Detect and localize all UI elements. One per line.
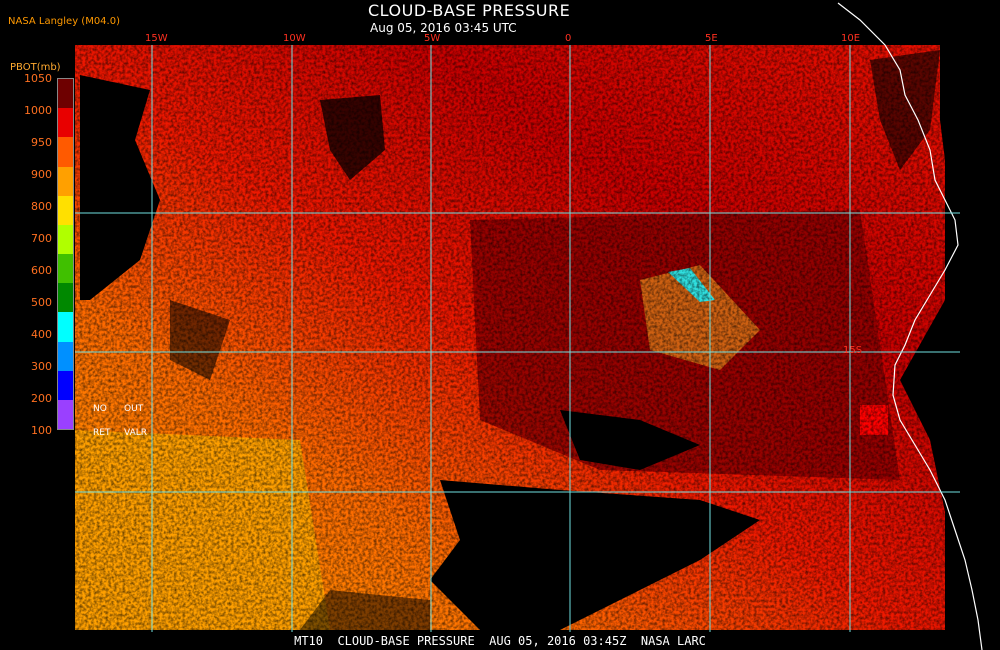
legend-tick: 1000 bbox=[24, 104, 52, 117]
map-title: CLOUD-BASE PRESSURE bbox=[368, 1, 571, 20]
lon-label-10e: 10E bbox=[841, 33, 861, 44]
legend-color-swatch bbox=[58, 108, 73, 138]
legend-tick: 100 bbox=[31, 424, 52, 437]
lat-label-15s: 15S bbox=[843, 345, 863, 356]
legend-color-swatch bbox=[58, 224, 73, 255]
legend-color-swatch bbox=[58, 283, 73, 313]
legend-color-swatch bbox=[58, 254, 73, 284]
legend-color-swatch bbox=[58, 79, 73, 109]
lon-label-5e: 5E bbox=[705, 33, 718, 44]
legend-color-swatch bbox=[58, 312, 73, 342]
legend-note-no: NO bbox=[93, 404, 107, 414]
legend-tick: 300 bbox=[31, 360, 52, 373]
legend-color-swatch bbox=[58, 341, 73, 372]
legend-tick: 1050 bbox=[24, 72, 52, 85]
lon-label-5w: 5W bbox=[424, 33, 441, 44]
lat-lon-grid bbox=[75, 45, 960, 632]
legend-tick: 500 bbox=[31, 296, 52, 309]
lon-label-0: 0 bbox=[565, 33, 572, 44]
lon-label-10w: 10W bbox=[283, 33, 306, 44]
cloud-field bbox=[75, 45, 945, 630]
legend-color-swatch bbox=[58, 166, 73, 197]
legend-color-swatch bbox=[58, 195, 73, 226]
color-legend-bar bbox=[57, 78, 74, 430]
legend-color-swatch bbox=[58, 399, 73, 430]
lon-label-15w: 15W bbox=[145, 33, 168, 44]
map-timestamp: Aug 05, 2016 03:45 UTC bbox=[370, 21, 517, 35]
coastline bbox=[837, 2, 983, 650]
legend-note-valr: VALR bbox=[124, 428, 148, 438]
map-footer-caption: MT10 CLOUD-BASE PRESSURE AUG 05, 2016 03… bbox=[294, 634, 706, 648]
legend-tick: 950 bbox=[31, 136, 52, 149]
legend-tick: 700 bbox=[31, 232, 52, 245]
legend-color-swatch bbox=[58, 370, 73, 401]
data-source-credit: NASA Langley (M04.0) bbox=[8, 16, 120, 27]
legend-color-swatch bbox=[58, 137, 73, 167]
legend-tick: 800 bbox=[31, 200, 52, 213]
legend-tick: 900 bbox=[31, 168, 52, 181]
legend-note-ret: RET bbox=[93, 428, 111, 438]
legend-tick: 400 bbox=[31, 328, 52, 341]
clear-sky-regions bbox=[80, 45, 1000, 630]
legend-tick: 600 bbox=[31, 264, 52, 277]
legend-unit-label: PBOT(mb) bbox=[10, 62, 61, 73]
legend-note-out: OUT bbox=[124, 404, 144, 414]
legend-tick: 200 bbox=[31, 392, 52, 405]
